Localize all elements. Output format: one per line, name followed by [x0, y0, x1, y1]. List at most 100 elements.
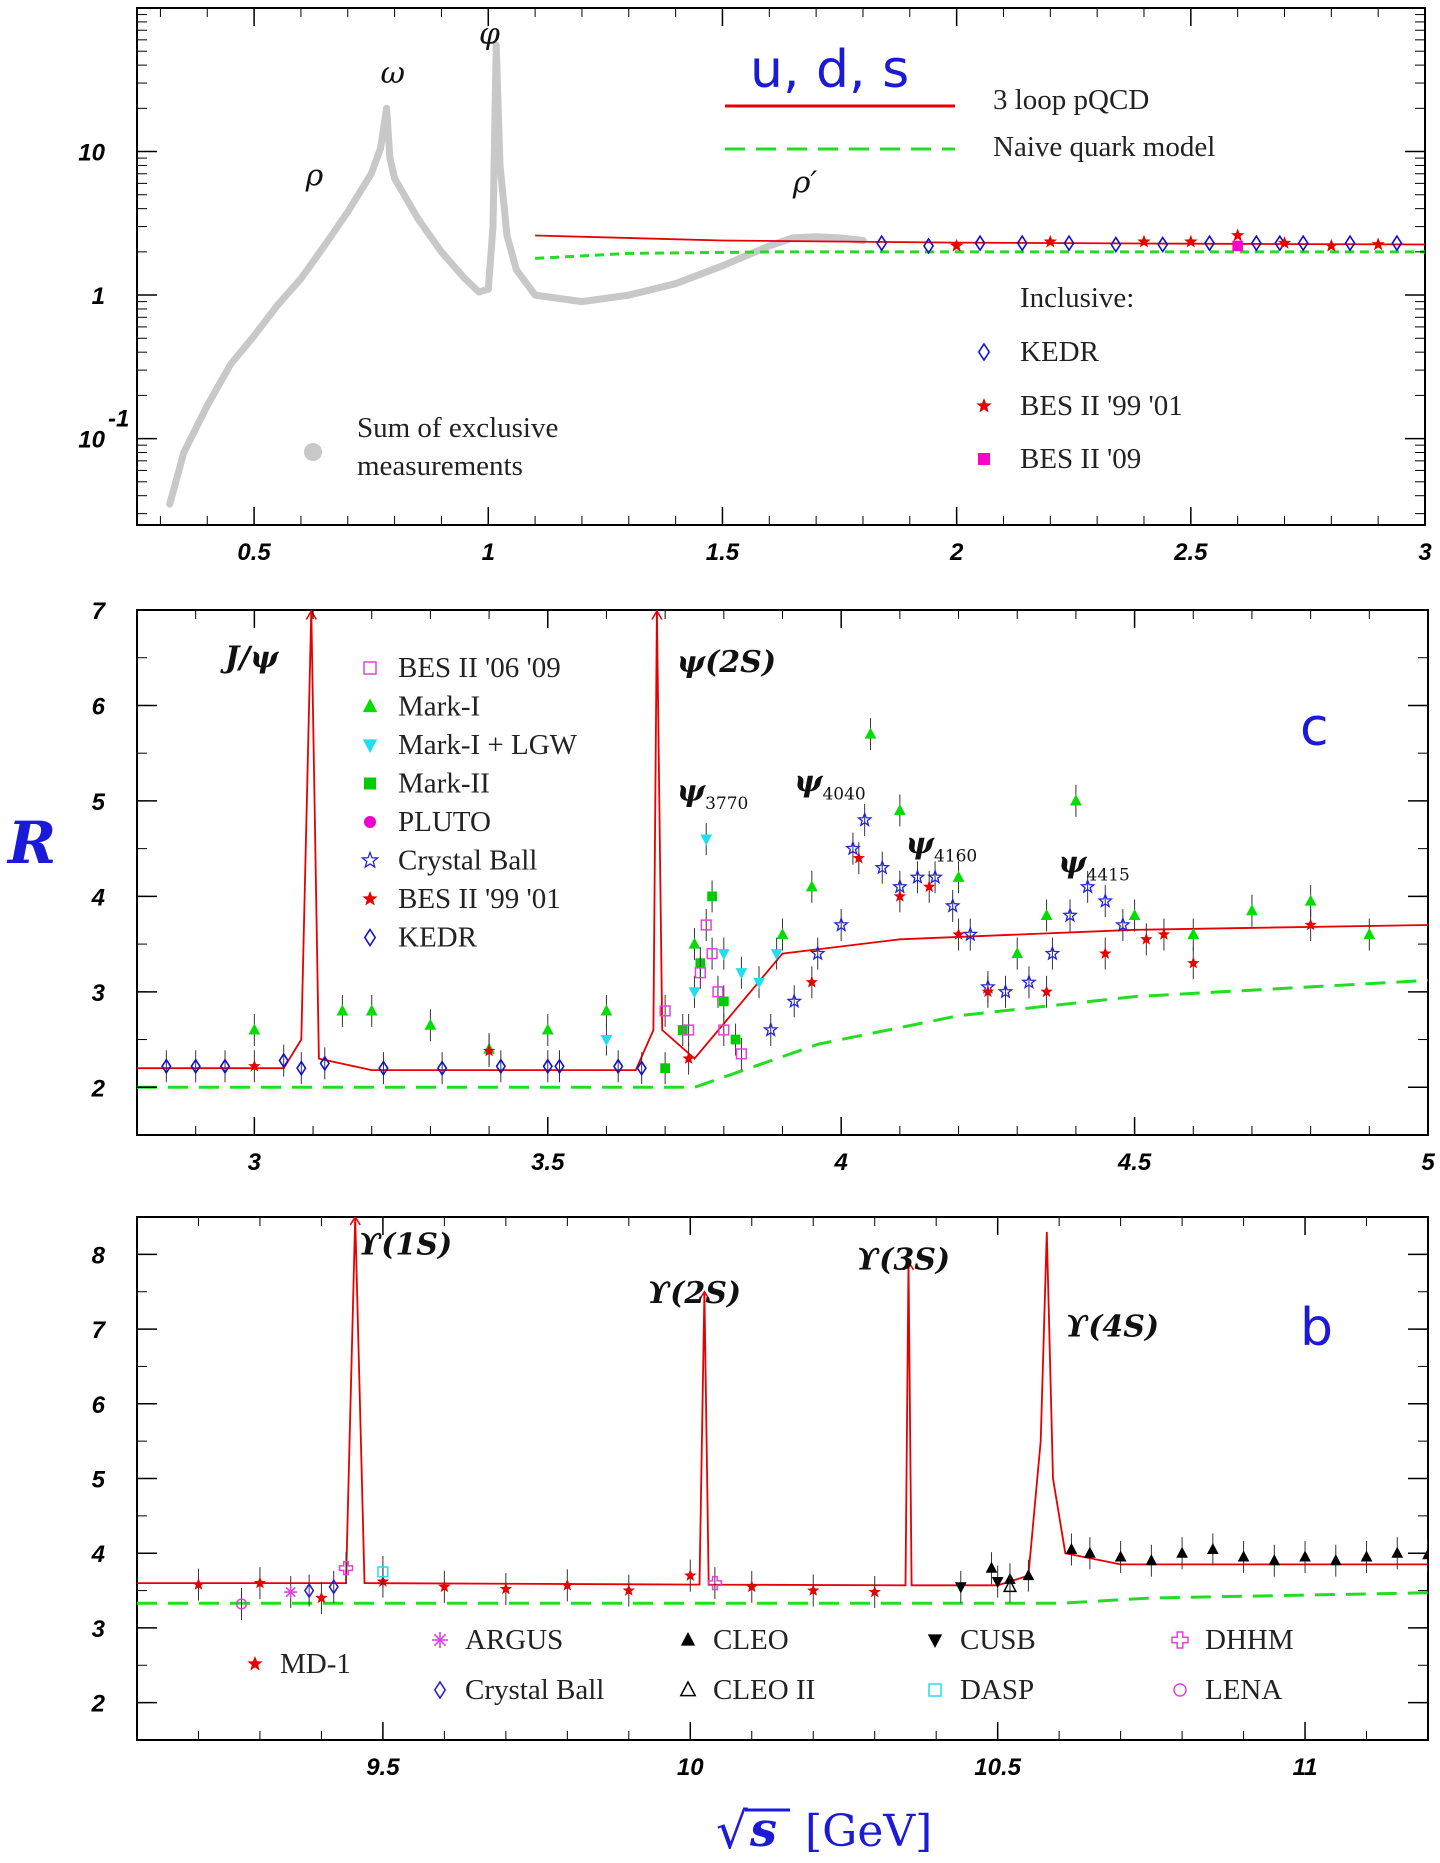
point-cleo: [1022, 1569, 1035, 1581]
point-cleo: [1268, 1554, 1281, 1566]
point-kedr: [876, 234, 888, 252]
legend-argus-marker: [432, 1632, 448, 1648]
point-kedr: [278, 1052, 289, 1069]
legend-md-1-label: MD-1: [280, 1648, 351, 1680]
exclusive-point: [489, 223, 497, 231]
resonance-label: ρ: [305, 158, 324, 193]
point-crystal-ball: [303, 1582, 315, 1599]
point-mark-i: [248, 1023, 261, 1035]
legend-mark-i-lgw-marker: [362, 739, 378, 753]
x-tick-label: 0.5: [237, 539, 271, 566]
point-crystal-ball: [856, 811, 873, 827]
x-tick-label: 3: [1418, 539, 1432, 566]
point-kedr: [542, 1058, 553, 1075]
x-tick-label: 3.5: [531, 1149, 565, 1176]
legend-cusb-marker: [927, 1634, 943, 1648]
point-crystal-ball: [1021, 973, 1037, 989]
point-kedr: [1157, 236, 1169, 253]
point-mark-i-lgw: [770, 949, 783, 961]
point-bes-ii-99-01: [1040, 985, 1053, 998]
point-bes-ii-99-01: [1099, 947, 1112, 959]
point-kedr: [554, 1058, 565, 1075]
exclusive-point: [765, 242, 773, 250]
point-md-1: [684, 1569, 697, 1581]
exclusive-point: [391, 174, 399, 182]
point-mark-i: [541, 1023, 554, 1035]
resonance-label: ϒ(4S): [1065, 1310, 1159, 1345]
x-tick-label: 2.5: [1173, 539, 1208, 566]
y-tick-label: 6: [92, 1392, 106, 1419]
legend-crystal-ball-label: Crystal Ball: [398, 845, 537, 877]
resonance-label: ψ4160: [906, 826, 978, 866]
point-crystal-ball: [944, 897, 961, 913]
legend-line-pqcd-label: 3 loop pQCD: [993, 84, 1149, 116]
legend-kedr-label: KEDR: [398, 922, 478, 954]
point-md-1: [868, 1585, 881, 1598]
point-bes-ii-99-01: [482, 1044, 496, 1057]
point-mark-i: [776, 928, 789, 940]
legend-mark-i-marker: [362, 698, 378, 713]
point-mark-ii: [730, 1034, 741, 1045]
y-tick-label: 2: [91, 1075, 106, 1102]
exclusive-point: [383, 104, 391, 112]
point-bes-ii-99-01: [952, 928, 965, 940]
legend-dhhm-marker: [1171, 1631, 1189, 1649]
point-bes-ii-99-01: [248, 1059, 261, 1072]
exclusive-point: [484, 285, 492, 293]
point-bes-ii-99-01: [1371, 237, 1385, 251]
legend-mark-ii-label: Mark-II: [398, 768, 490, 800]
point-bes-ii-99-01: [1140, 932, 1153, 945]
point-cleo: [985, 1561, 998, 1573]
resonance-label-subscript: 4040: [822, 784, 865, 804]
point-crystal-ball: [762, 1021, 779, 1037]
point-crystal-ball: [909, 868, 926, 884]
point-md-1: [315, 1591, 328, 1604]
panel-charm-plot: [137, 610, 1428, 1089]
y-tick-label: 8: [92, 1242, 106, 1269]
point-mark-ii: [660, 1063, 671, 1074]
point-mark-ii: [707, 891, 717, 902]
point-mark-i: [1246, 904, 1258, 916]
point-cleo-ii: [1002, 1578, 1018, 1593]
point-mark-i: [1011, 947, 1024, 959]
point-lena: [235, 1598, 248, 1610]
legend-bes-ii-06-09-marker: [363, 661, 377, 675]
legend-argus-label: ARGUS: [465, 1624, 563, 1656]
exclusive-point: [503, 231, 511, 239]
charm-panel-label: c: [1300, 698, 1329, 758]
series-pqcd-b-line: [137, 1217, 1428, 1587]
legend-pluto-marker: [364, 816, 376, 828]
x-tick-label: 10.5: [974, 1754, 1021, 1781]
point-mark-i: [1187, 928, 1200, 940]
x-tick-label: 5: [1421, 1149, 1435, 1176]
point-bes-ii-99-01: [1157, 928, 1171, 940]
legend-crystal-ball-label: Crystal Ball: [465, 1674, 604, 1706]
point-cleo: [1084, 1546, 1096, 1558]
y-tick-label: 6: [92, 693, 106, 720]
exclusive-point: [180, 448, 188, 456]
point-cleo: [1114, 1550, 1127, 1562]
legend-md-1-marker: [247, 1656, 263, 1671]
legend-dhhm-label: DHHM: [1205, 1624, 1294, 1656]
point-mark-i: [1070, 794, 1082, 806]
x-tick-label: 2: [949, 539, 964, 566]
point-mark-i-lgw: [753, 977, 765, 989]
point-kedr: [495, 1058, 507, 1075]
point-kedr: [613, 1058, 624, 1075]
legend-bes-ii-09-marker: [978, 453, 990, 465]
point-bes-ii-99-01: [805, 975, 818, 988]
point-crystal-ball: [786, 993, 803, 1009]
resonance-label: ψ3770: [677, 774, 749, 814]
point-mark-i: [1363, 928, 1376, 940]
point-md-1: [622, 1584, 635, 1596]
r-axis-label: R: [6, 809, 56, 877]
point-mark-i-lgw: [700, 834, 713, 846]
exclusive-point: [166, 500, 174, 508]
sqrt-variable: s: [749, 1802, 777, 1858]
x-tick-label: 1: [482, 539, 495, 566]
point-bes-ii-99-01: [981, 985, 995, 998]
legend-kedr-marker: [977, 342, 991, 362]
point-kedr: [1016, 234, 1028, 252]
resonance-label-subscript: 4415: [1087, 866, 1130, 886]
legend-bes-ii-99-01-marker: [362, 891, 378, 906]
